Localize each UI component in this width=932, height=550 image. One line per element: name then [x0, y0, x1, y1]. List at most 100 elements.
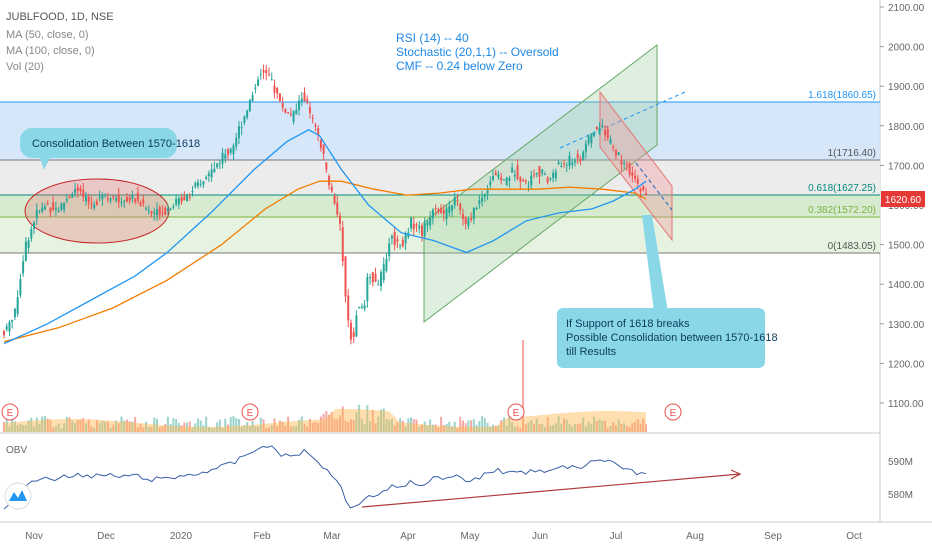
candle-body — [235, 137, 238, 147]
volume-bar — [120, 416, 123, 432]
volume-bar — [322, 413, 325, 432]
candle-body — [579, 158, 582, 162]
candle-body — [262, 69, 265, 73]
candle-body — [139, 202, 142, 207]
indicator-volume[interactable]: Vol (20) — [6, 61, 44, 73]
candle-body — [54, 207, 57, 210]
candle-body — [169, 208, 172, 210]
volume-bar — [13, 421, 16, 432]
candle-body — [374, 274, 377, 282]
candle-body — [153, 212, 156, 214]
volume-bar — [404, 426, 407, 432]
volume-bar — [237, 419, 240, 432]
earnings-label: E — [7, 408, 14, 419]
volume-bar — [366, 405, 369, 432]
candle-body — [412, 223, 415, 230]
candle-body — [16, 297, 19, 314]
price-tick-label: 2000.00 — [888, 43, 925, 54]
candle-body — [273, 85, 276, 93]
volume-bar — [38, 423, 41, 432]
volume-bar — [90, 426, 93, 432]
candle-body — [3, 331, 5, 336]
candle-body — [19, 279, 22, 296]
price-tick-label: 1200.00 — [888, 359, 925, 370]
last-price-tag: 1620.60 — [881, 191, 925, 207]
candle-body — [552, 172, 555, 178]
candle-body — [289, 114, 292, 116]
volume-bar — [158, 427, 161, 432]
volume-bar — [183, 422, 186, 432]
candle-body — [300, 98, 303, 102]
volume-bar — [612, 421, 615, 432]
volume-bar — [262, 419, 265, 432]
volume-bar — [300, 416, 303, 432]
ma50-line — [3, 129, 647, 345]
candle-body — [27, 240, 30, 248]
candle-body — [557, 162, 560, 165]
volume-bar — [328, 414, 331, 432]
obv-line — [3, 445, 647, 510]
candle-body — [604, 129, 607, 136]
earnings-marker[interactable] — [664, 403, 682, 421]
logo-icon — [9, 490, 27, 501]
volume-bar — [631, 423, 634, 432]
volume-bar — [393, 425, 396, 432]
candle-body — [109, 198, 112, 201]
volume-bar — [448, 421, 451, 432]
fib-label-0: 0(1483.05) — [828, 241, 876, 252]
callout-text: Consolidation Between 1570-1618 — [32, 138, 200, 150]
candle-body — [150, 210, 153, 213]
volume-bar — [254, 426, 257, 432]
candle-body — [481, 197, 484, 202]
volume-bar — [341, 406, 344, 432]
candle-body — [243, 116, 246, 123]
volume-bar — [418, 426, 421, 432]
volume-bar — [494, 425, 497, 432]
earnings-marker[interactable] — [1, 403, 19, 421]
candle-body — [298, 100, 301, 111]
candle-body — [145, 208, 148, 210]
volume-bar — [131, 421, 134, 432]
volume-bar — [464, 423, 467, 432]
candle-body — [65, 198, 68, 201]
volume-bar — [43, 416, 46, 432]
volume-bar — [8, 426, 11, 432]
candle-body — [314, 124, 317, 127]
earnings-marker[interactable] — [241, 403, 259, 421]
candle-body — [24, 241, 27, 261]
volume-bar — [470, 420, 473, 432]
candle-body — [625, 164, 628, 166]
candle-body — [8, 321, 11, 332]
volume-bar — [246, 422, 249, 432]
candle-body — [95, 201, 98, 205]
candle-body — [240, 127, 243, 129]
candle-body — [494, 172, 497, 176]
volume-bar — [371, 409, 374, 432]
candle-body — [429, 217, 432, 226]
candle-body — [175, 199, 178, 205]
volume-bar — [98, 423, 101, 432]
volume-bar — [445, 424, 448, 432]
volume-bar — [16, 425, 19, 432]
earnings-marker[interactable] — [507, 403, 525, 421]
candle-body — [519, 177, 522, 182]
volume-bar — [308, 419, 311, 432]
logo-circle — [4, 482, 32, 510]
volume-bar — [188, 421, 191, 432]
candle-body — [530, 175, 533, 186]
candle-body — [483, 194, 486, 198]
fib-zone-middle — [0, 160, 880, 195]
volume-bar — [620, 424, 623, 432]
volume-bar — [401, 420, 404, 432]
candle-body — [13, 308, 16, 318]
candle-body — [554, 171, 557, 179]
volume-bar — [87, 419, 90, 432]
candle-body — [366, 276, 369, 301]
volume-bar — [139, 423, 142, 432]
volume-bar — [60, 427, 63, 432]
indicator-ma50[interactable]: MA (50, close, 0) — [6, 29, 89, 41]
indicator-ma100[interactable]: MA (100, close, 0) — [6, 45, 95, 57]
volume-bar — [358, 404, 361, 432]
